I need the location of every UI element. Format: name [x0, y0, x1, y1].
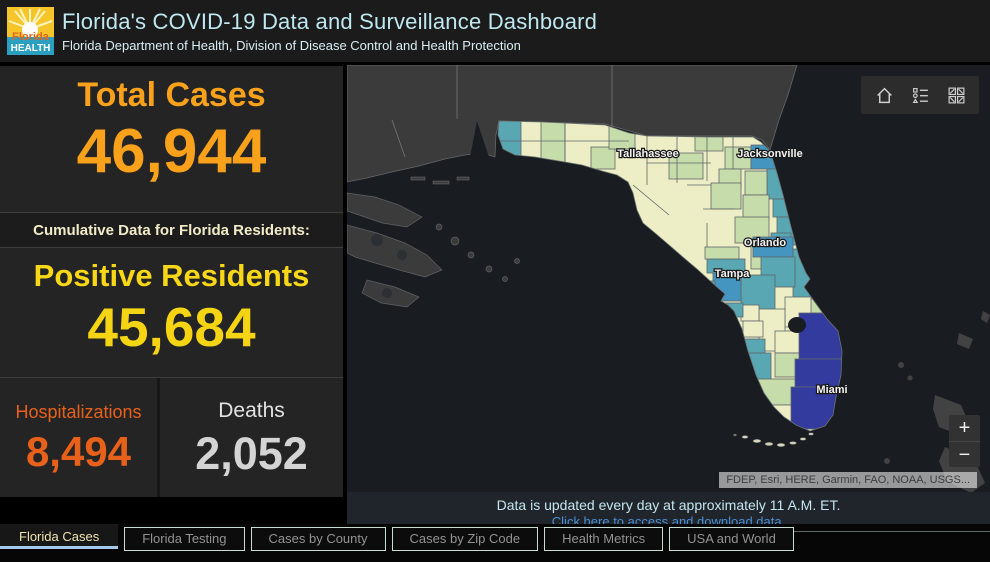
county-borders: [499, 122, 735, 247]
zoom-out-button[interactable]: −: [949, 441, 980, 467]
tab-cases-by-zip-code[interactable]: Cases by Zip Code: [391, 527, 539, 551]
cumulative-note: Cumulative Data for Florida Residents:: [33, 221, 310, 239]
deaths-card: Deaths 2,052: [160, 378, 343, 497]
basemap-icon[interactable]: [945, 84, 967, 106]
city-label-orlando: Orlando: [744, 237, 786, 249]
mobile-bay: [470, 121, 489, 157]
zoom-in-button[interactable]: +: [958, 417, 971, 439]
city-label-jacksonville: Jacksonville: [737, 148, 802, 160]
total-cases-label: Total Cases: [77, 76, 266, 114]
hospitalizations-card: Hospitalizations 8,494: [0, 378, 160, 497]
florida-health-logo: Florida HEALTH: [7, 7, 54, 55]
city-label-miami: Miami: [816, 384, 847, 396]
florida-keys: [733, 432, 814, 447]
map-toolbar: [861, 76, 979, 114]
total-cases-card: Total Cases 46,944: [0, 66, 343, 212]
tab-usa-and-world[interactable]: USA and World: [669, 527, 794, 551]
stats-panel: Total Cases 46,944 Cumulative Data for F…: [0, 66, 343, 497]
positive-residents-label: Positive Residents: [33, 258, 310, 293]
download-data-link[interactable]: Click here to access and download data.: [551, 514, 786, 524]
state-borders: [391, 65, 613, 158]
tab-florida-cases[interactable]: Florida Cases: [0, 524, 119, 549]
legend-icon[interactable]: [909, 84, 931, 106]
logo-text-florida: Florida: [12, 31, 50, 43]
florida-coastline: [497, 120, 843, 432]
home-icon[interactable]: [873, 84, 895, 106]
logo-text-health: HEALTH: [11, 43, 51, 54]
tab-florida-testing[interactable]: Florida Testing: [124, 527, 245, 551]
map-attribution: FDEP, Esri, HERE, Garmin, FAO, NOAA, USG…: [719, 472, 977, 488]
florida-choropleth-map[interactable]: Tallahassee Jacksonville Orlando Tampa Miami: [347, 65, 990, 492]
deaths-label: Deaths: [218, 399, 285, 422]
positive-residents-value: 45,684: [87, 296, 256, 358]
map-footer: Data is updated every day at approximate…: [347, 492, 990, 524]
page-subtitle: Florida Department of Health, Division o…: [62, 38, 521, 53]
city-label-tallahassee: Tallahassee: [617, 148, 679, 160]
tab-health-metrics[interactable]: Health Metrics: [544, 527, 664, 551]
tab-cases-by-county[interactable]: Cases by County: [250, 527, 386, 551]
bottom-tab-bar: Florida Cases Florida Testing Cases by Cou…: [0, 524, 990, 562]
zoom-control: + −: [949, 415, 980, 467]
bottom-stats-row: Hospitalizations 8,494 Deaths 2,052: [0, 377, 343, 497]
city-labels: Tallahassee Jacksonville Orlando Tampa Miami: [616, 147, 849, 398]
mainland-land: [347, 65, 798, 183]
hospitalizations-value: 8,494: [25, 428, 132, 475]
cumulative-note-strip: Cumulative Data for Florida Residents:: [0, 212, 343, 248]
deaths-value: 2,052: [195, 428, 308, 479]
header: Florida HEALTH Florida's COVID-19 Data a…: [0, 0, 990, 62]
total-cases-value: 46,944: [76, 117, 267, 186]
lake-okeechobee: [788, 317, 806, 333]
page-title: Florida's COVID-19 Data and Surveillance…: [62, 9, 598, 34]
update-schedule-text: Data is updated every day at approximate…: [496, 497, 841, 513]
city-label-tampa: Tampa: [715, 268, 751, 280]
tab-bar-filler: [793, 531, 990, 532]
hospitalizations-label: Hospitalizations: [15, 402, 142, 422]
positive-residents-card: Positive Residents 45,684: [0, 248, 343, 377]
map-panel[interactable]: Tallahassee Jacksonville Orlando Tampa Miami: [347, 65, 990, 492]
marsh-water-patches: [371, 234, 407, 298]
